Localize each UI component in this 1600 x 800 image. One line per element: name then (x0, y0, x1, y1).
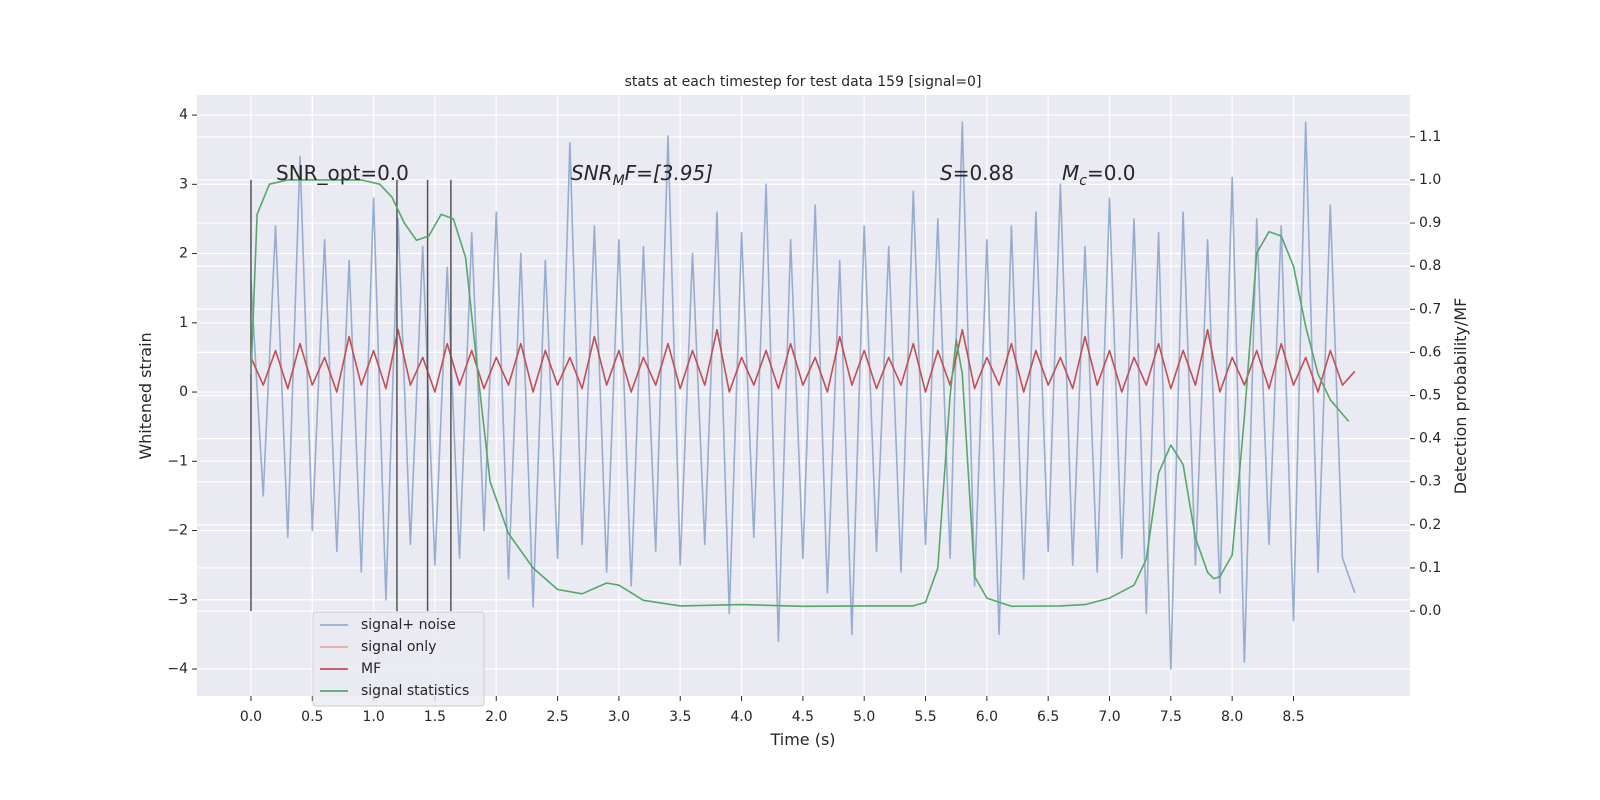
x-tick-label: 1.5 (424, 709, 446, 725)
y2-tick-label: 1.0 (1419, 172, 1441, 188)
y-tick-label: 2 (179, 246, 188, 262)
x-tick-label: 2.5 (546, 709, 568, 725)
x-tick-label: 8.0 (1221, 709, 1243, 725)
y-tick-label: −3 (167, 592, 188, 608)
chart-title: stats at each timestep for test data 159… (625, 74, 982, 90)
annotation-part: F=[3.95] (625, 161, 713, 185)
y2-tick-label: 0.4 (1419, 431, 1441, 447)
y-tick-label: −2 (167, 523, 188, 539)
legend-label: signal+ noise (361, 617, 456, 633)
y-tick-label: −1 (167, 453, 188, 469)
y-axis-label: Whitened strain (136, 332, 155, 459)
y-tick-label: 4 (179, 107, 188, 123)
y2-tick-label: 0.3 (1419, 474, 1441, 490)
annotation: Mc=0.0 (1062, 161, 1136, 189)
x-tick-label: 1.0 (362, 709, 384, 725)
x-tick-label: 8.5 (1282, 709, 1304, 725)
y2-tick-label: 0.2 (1419, 517, 1441, 533)
y-tick-label: 3 (179, 176, 188, 192)
legend: signal+ noise signal only MF signal statist… (312, 611, 485, 707)
annotation: S=0.88 (940, 161, 1014, 185)
annotation: SNRMF=[3.95] (571, 161, 713, 189)
x-tick-label: 4.5 (792, 709, 814, 725)
annotation-part: SNR (571, 161, 613, 185)
series-line (250, 179, 1350, 608)
annotation-part: SNR_opt=0.0 (276, 161, 409, 185)
x-tick-label: 2.0 (485, 709, 507, 725)
x-axis-label: Time (s) (769, 730, 835, 749)
y2-tick-label: 0.6 (1419, 344, 1441, 360)
x-tick-label: 0.0 (240, 709, 262, 725)
legend-label: signal statistics (361, 683, 469, 699)
series-line (250, 121, 1356, 670)
annotation-part: M (613, 173, 625, 189)
y2-tick-label: 1.1 (1419, 129, 1441, 145)
x-tick-label: 4.0 (730, 709, 752, 725)
x-tick-label: 3.0 (608, 709, 630, 725)
series-line (250, 328, 1356, 393)
y2-tick-label: 0.5 (1419, 388, 1441, 404)
x-tick-label: 6.5 (1037, 709, 1059, 725)
y2-axis-label: Detection probability/MF (1451, 298, 1470, 495)
y-tick-label: 0 (179, 384, 188, 400)
annotation-part: =0.0 (1087, 161, 1136, 185)
y-tick-label: 1 (179, 315, 188, 331)
y2-tick-label: 0.9 (1419, 215, 1441, 231)
x-tick-label: 6.0 (976, 709, 998, 725)
x-tick-label: 7.5 (1160, 709, 1182, 725)
annotation-part: M (1062, 161, 1079, 185)
x-tick-label: 5.5 (914, 709, 936, 725)
y2-tick-label: 0.0 (1419, 603, 1441, 619)
y2-tick-label: 0.1 (1419, 560, 1441, 576)
y2-tick-label: 0.8 (1419, 258, 1441, 274)
y2-tick-label: 0.7 (1419, 301, 1441, 317)
x-tick-label: 5.0 (853, 709, 875, 725)
x-tick-label: 0.5 (301, 709, 323, 725)
annotation-part: S (940, 161, 953, 185)
annotation-part: c (1079, 173, 1087, 189)
legend-label: signal only (361, 639, 436, 655)
x-tick-label: 3.5 (669, 709, 691, 725)
x-tick-label: 7.0 (1098, 709, 1120, 725)
annotation-part: =0.88 (953, 161, 1014, 185)
annotation: SNR_opt=0.0 (276, 161, 409, 185)
legend-label: MF (361, 661, 381, 677)
legend-box (312, 611, 485, 707)
y-tick-label: −4 (167, 661, 188, 677)
